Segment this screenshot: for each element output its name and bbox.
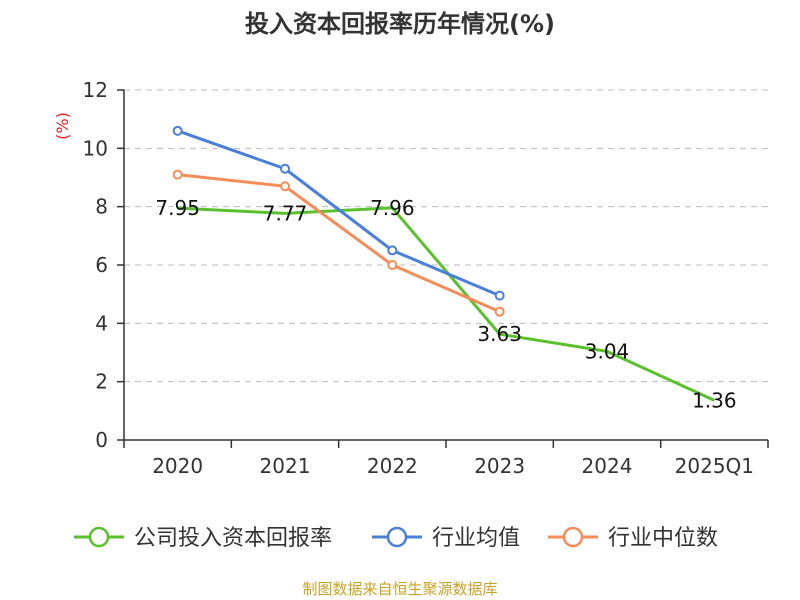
- legend-label: 行业均值: [432, 526, 520, 551]
- legend-item-1: 公司投入资本回报率: [74, 526, 332, 551]
- x-tick-label: 2022: [367, 454, 418, 478]
- series-lines: [172, 125, 715, 402]
- data-point: [387, 245, 398, 256]
- x-tick-label: 2021: [260, 454, 311, 478]
- data-label: 1.36: [692, 388, 737, 412]
- y-tick-label: 4: [95, 311, 108, 335]
- series-line-2: [177, 129, 501, 298]
- y-tick-label: 2: [95, 370, 108, 394]
- y-axis-unit: (%): [53, 112, 72, 140]
- data-label: 3.63: [477, 322, 522, 346]
- legend-swatch-marker: [88, 526, 110, 548]
- legend-swatch-marker: [562, 526, 584, 548]
- data-label: 7.77: [263, 201, 308, 225]
- data-point: [280, 163, 290, 174]
- y-tick-label: 10: [83, 136, 108, 160]
- x-tick-label: 2025Q1: [675, 454, 754, 478]
- series-line-1: [177, 206, 715, 402]
- data-point: [172, 169, 183, 180]
- data-point: [494, 306, 505, 317]
- legend-item-3: 行业中位数: [548, 526, 718, 551]
- data-label: 7.95: [155, 196, 200, 220]
- data-label: 7.96: [370, 196, 415, 220]
- legend: 公司投入资本回报率 行业均值 行业中位数: [74, 526, 718, 551]
- y-tick-label: 6: [95, 253, 108, 277]
- data-point: [387, 260, 398, 270]
- legend-label: 行业中位数: [608, 526, 718, 551]
- legend-swatch-marker: [386, 526, 408, 548]
- grid-lines: [124, 89, 768, 383]
- legend-item-2: 行业均值: [372, 526, 520, 551]
- source-note: 制图数据来自恒生聚源数据库: [302, 580, 497, 598]
- series-line-3: [177, 173, 501, 314]
- data-point: [494, 290, 505, 301]
- data-point: [280, 181, 290, 192]
- y-tick-label: 0: [95, 428, 108, 452]
- x-tick-label: 2023: [474, 454, 525, 478]
- y-tick-label: 8: [95, 195, 108, 219]
- legend-label: 公司投入资本回报率: [134, 526, 332, 551]
- data-labels: 7.95 7.77 7.96 3.63 3.04 1.36: [155, 196, 736, 413]
- data-point: [172, 125, 183, 136]
- x-tick-label: 2020: [152, 454, 203, 478]
- y-tick-label: 12: [83, 78, 108, 102]
- data-label: 3.04: [585, 339, 630, 363]
- x-tick-label: 2024: [582, 454, 633, 478]
- chart-title: 投入资本回报率历年情况(%): [245, 10, 555, 38]
- axes: 0 2 4 6 8 10 12 2020 2021 2022 2023 2024 2025Q1: [83, 78, 769, 478]
